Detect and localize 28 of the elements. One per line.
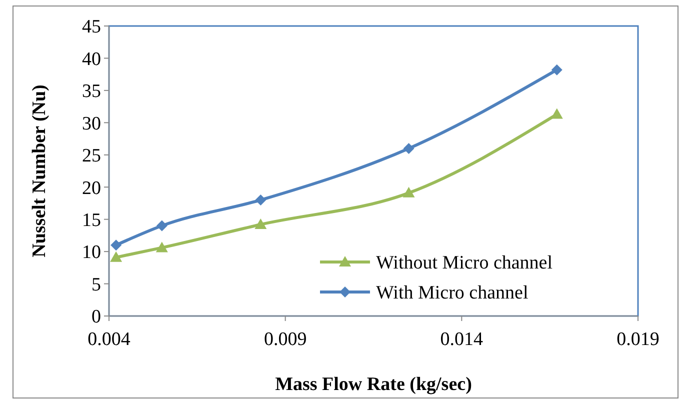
point [254, 218, 267, 229]
y-tick-label: 20 [82, 178, 101, 199]
point [110, 240, 122, 251]
y-tick-label: 15 [82, 210, 101, 231]
y-tick-label: 30 [82, 113, 101, 134]
x-tick-label: 0.004 [88, 329, 131, 350]
point [550, 108, 563, 119]
y-tick-label: 40 [82, 48, 101, 70]
y-axis-title: Nusselt Number (Nu) [29, 84, 50, 258]
legend-label: Without Micro channel [376, 252, 553, 274]
y-tick-label: 0 [92, 306, 101, 328]
point [255, 194, 266, 206]
point [156, 242, 168, 252]
point [402, 186, 415, 198]
x-tick-label: 0.009 [264, 329, 307, 350]
x-tick-label: 0.014 [440, 329, 484, 350]
legend-label: With Micro channel [376, 282, 528, 304]
y-tick-label: 45 [82, 16, 101, 38]
x-axis-title: Mass Flow Rate (kg/sec) [275, 374, 472, 395]
y-tick-label: 25 [82, 146, 101, 167]
point [110, 251, 122, 262]
y-tick-label: 10 [82, 242, 101, 264]
y-tick-label: 5 [92, 274, 101, 296]
x-tick-label: 0.019 [616, 329, 660, 350]
y-tick-label: 35 [82, 81, 101, 102]
point [551, 64, 562, 76]
point [403, 142, 414, 154]
point [156, 220, 168, 232]
